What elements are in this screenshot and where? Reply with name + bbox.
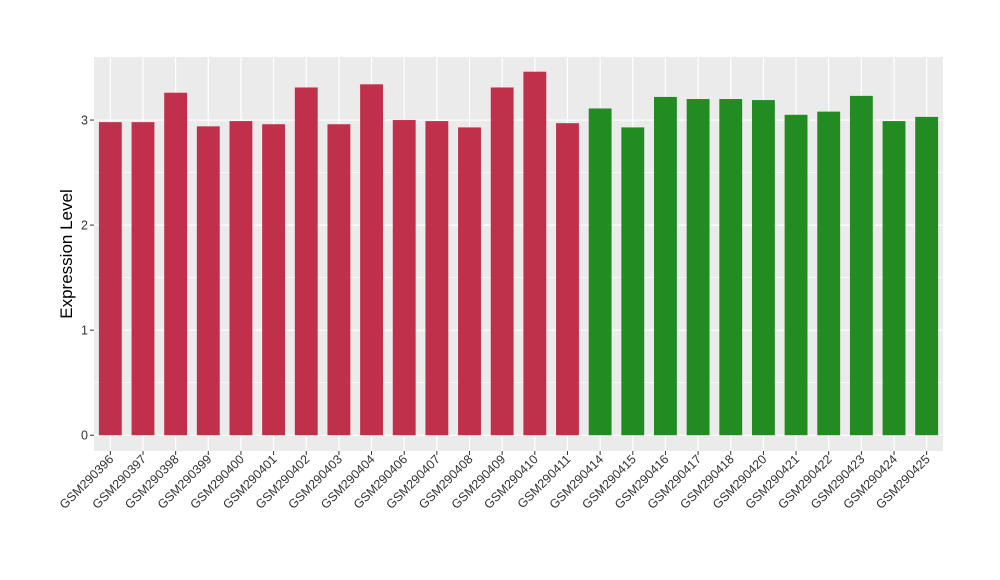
bar-GSM290400 [229,121,253,436]
x-axis: GSM290396GSM290397GSM290398GSM290399GSM2… [57,451,933,512]
bar-GSM290399 [196,126,220,436]
bars [98,71,939,436]
bar-GSM290401 [262,124,286,436]
y-axis: 0 1 2 3 [81,114,94,443]
y-tick-label: 0 [81,429,88,443]
plot-panel [94,57,943,451]
y-tick-label: 2 [81,219,88,233]
bar-GSM290422 [817,111,841,436]
bar-GSM290397 [131,122,155,436]
bar-GSM290414 [588,108,612,436]
bar-GSM290403 [327,124,351,436]
bar-GSM290415 [621,127,645,436]
bar-GSM290423 [849,95,873,436]
y-tick-label: 3 [81,114,88,128]
bar-GSM290417 [686,99,710,436]
bar-GSM290416 [654,96,677,436]
bar-GSM290420 [751,100,775,436]
bar-GSM290409 [490,87,514,436]
bar-GSM290398 [164,92,188,436]
y-axis-title: Expression Level [57,189,76,318]
bar-GSM290411 [556,123,579,436]
bar-GSM290424 [882,121,906,436]
bar-GSM290408 [458,127,481,436]
bar-GSM290410 [523,71,547,436]
bar-GSM290404 [360,84,383,436]
bar-GSM290407 [425,121,449,436]
bar-GSM290425 [915,116,939,436]
y-tick-label: 1 [81,324,88,338]
bar-GSM290421 [784,114,808,436]
bar-GSM290396 [98,122,122,436]
bar-GSM290406 [392,120,416,436]
bar-GSM290402 [294,87,318,436]
bar-GSM290418 [719,99,743,436]
